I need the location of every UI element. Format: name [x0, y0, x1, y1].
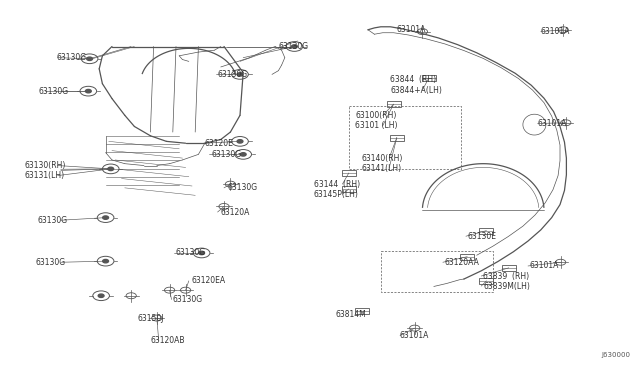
- Text: 63130G: 63130G: [37, 216, 67, 225]
- Text: 63101A: 63101A: [530, 262, 559, 270]
- Text: 63130G: 63130G: [278, 42, 308, 51]
- Text: 63101A: 63101A: [538, 119, 567, 128]
- Bar: [390, 135, 404, 141]
- Text: 63150J: 63150J: [138, 314, 164, 323]
- Text: 63130G: 63130G: [218, 70, 248, 79]
- Circle shape: [237, 140, 243, 143]
- Bar: [479, 278, 493, 284]
- Text: 63130G: 63130G: [38, 87, 68, 96]
- Text: 63130(RH): 63130(RH): [24, 161, 66, 170]
- Text: 63130G: 63130G: [176, 248, 206, 257]
- Text: 63120AA: 63120AA: [445, 258, 479, 267]
- Text: 63120E: 63120E: [205, 139, 234, 148]
- Text: 63839  (RH): 63839 (RH): [483, 272, 529, 280]
- Circle shape: [98, 294, 104, 298]
- Text: 63130G: 63130G: [227, 183, 257, 192]
- Bar: [342, 170, 356, 176]
- Text: 63130G: 63130G: [35, 258, 65, 267]
- Bar: [422, 75, 436, 81]
- Text: J630000: J630000: [602, 352, 630, 358]
- Text: 63130G: 63130G: [211, 150, 241, 159]
- Text: 63130G: 63130G: [173, 295, 203, 304]
- Circle shape: [198, 251, 205, 255]
- Bar: [355, 308, 369, 314]
- Text: 63839M(LH): 63839M(LH): [483, 282, 530, 291]
- Text: 63144  (RH): 63144 (RH): [314, 180, 360, 189]
- Circle shape: [291, 45, 298, 48]
- Text: 63130E: 63130E: [467, 232, 496, 241]
- Circle shape: [240, 153, 246, 156]
- Text: 63120A: 63120A: [221, 208, 250, 217]
- Text: 63100(RH): 63100(RH): [355, 111, 397, 120]
- Bar: [342, 186, 356, 192]
- Text: 63140(RH): 63140(RH): [362, 154, 403, 163]
- Circle shape: [85, 89, 92, 93]
- Circle shape: [86, 57, 93, 61]
- Text: 63844  (RH): 63844 (RH): [390, 76, 436, 84]
- Bar: [460, 254, 474, 260]
- Circle shape: [237, 73, 243, 76]
- Bar: [479, 228, 493, 234]
- Text: 63814M: 63814M: [336, 310, 367, 319]
- Text: 63101 (LH): 63101 (LH): [355, 121, 397, 130]
- Text: 63844+A(LH): 63844+A(LH): [390, 86, 442, 94]
- Circle shape: [108, 167, 114, 171]
- Text: 63101A: 63101A: [541, 27, 570, 36]
- Bar: [502, 265, 516, 271]
- Bar: [387, 101, 401, 107]
- Text: 63101A: 63101A: [400, 331, 429, 340]
- Text: 63120EA: 63120EA: [192, 276, 226, 285]
- Text: 63101A: 63101A: [397, 25, 426, 34]
- Circle shape: [102, 216, 109, 219]
- Text: 63141(LH): 63141(LH): [362, 164, 402, 173]
- Text: 63130G: 63130G: [56, 53, 86, 62]
- Text: 63131(LH): 63131(LH): [24, 171, 65, 180]
- Text: 63145P(LH): 63145P(LH): [314, 190, 358, 199]
- Circle shape: [102, 259, 109, 263]
- Text: 63120AB: 63120AB: [150, 336, 185, 345]
